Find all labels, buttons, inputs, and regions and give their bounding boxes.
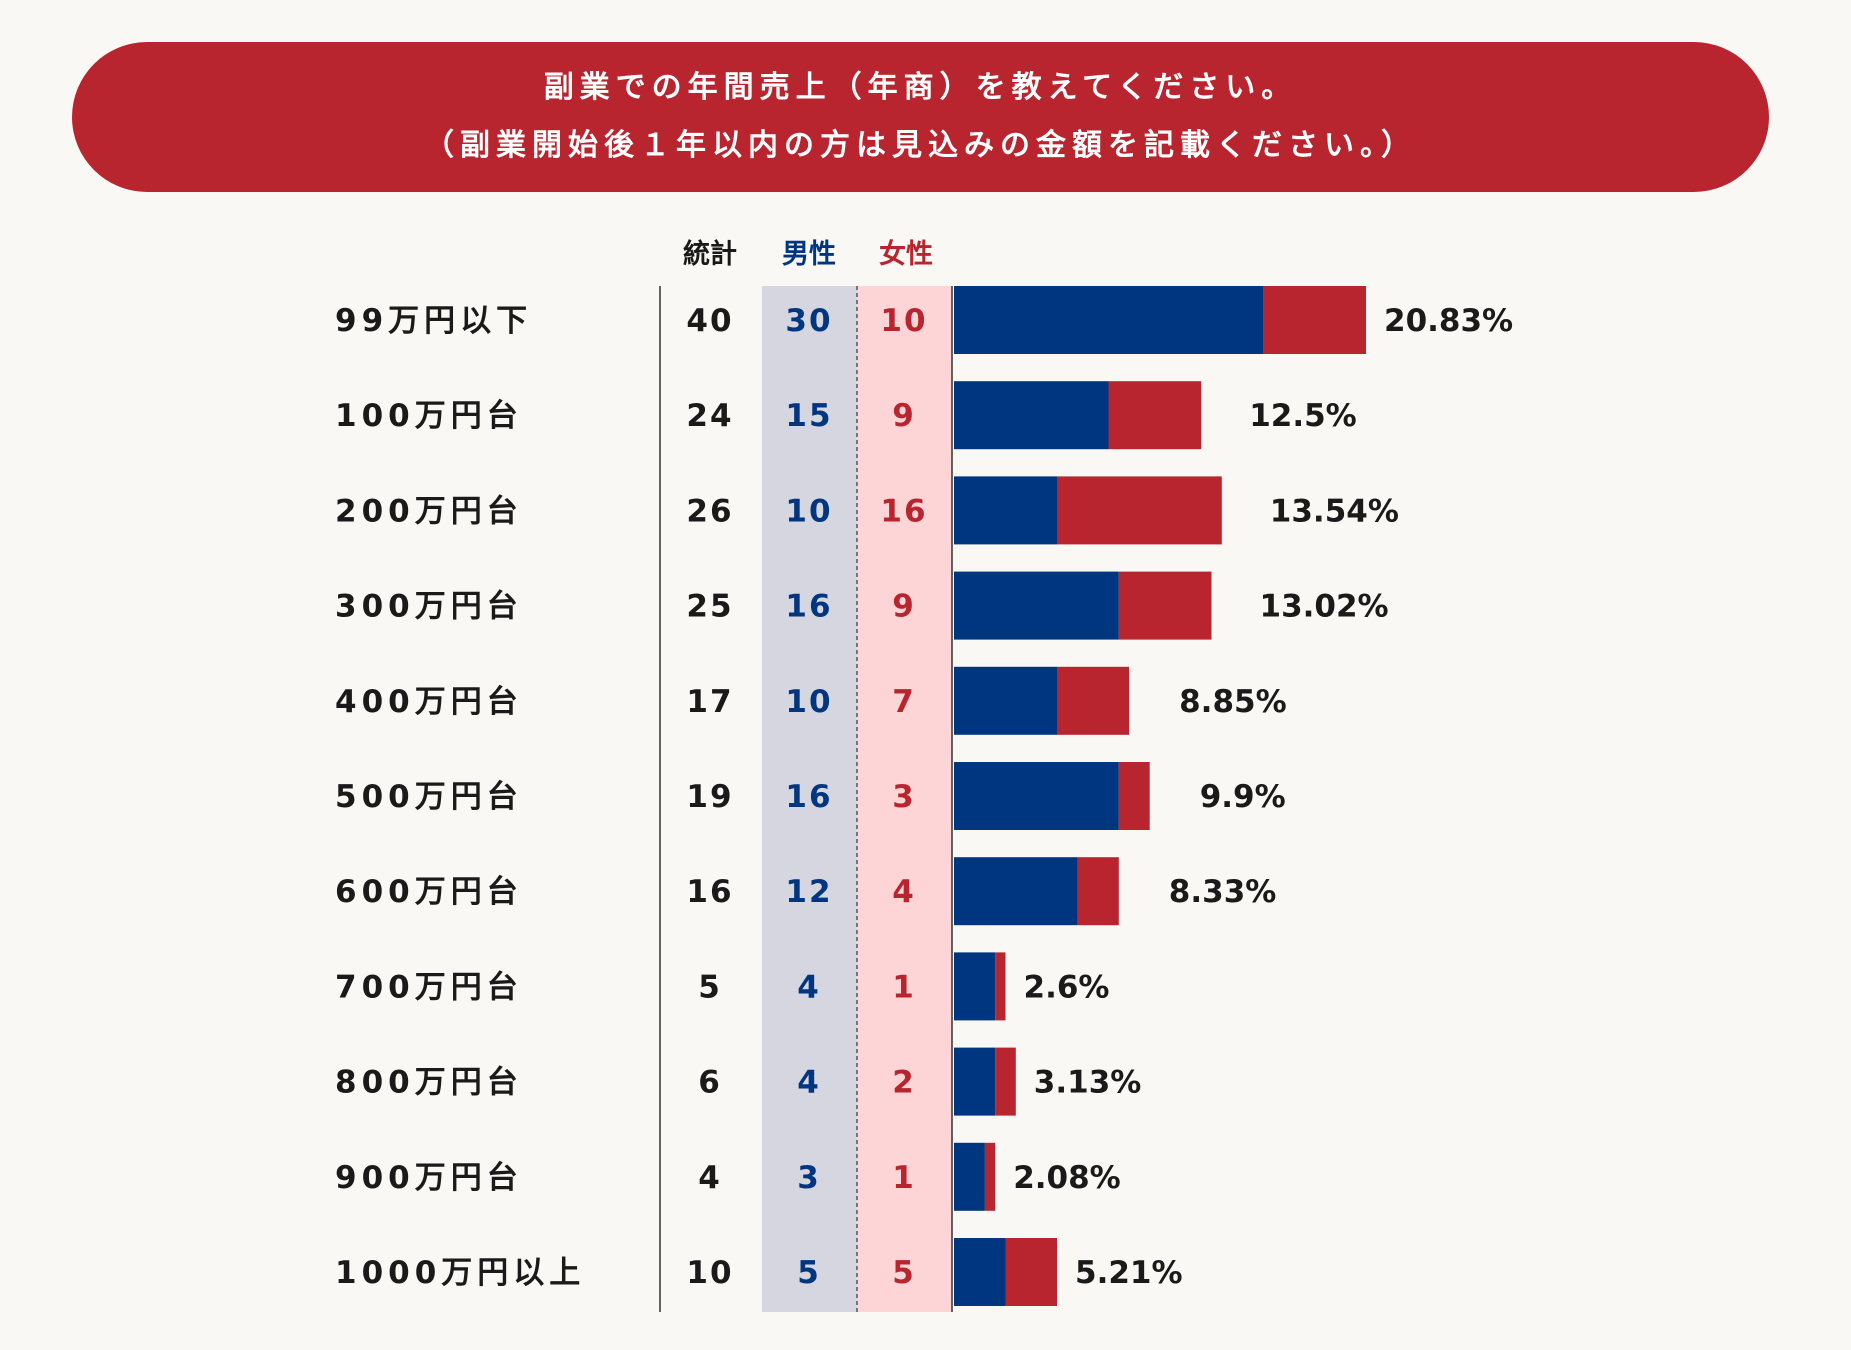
female-value: 3 [892, 779, 916, 815]
total-value: 40 [686, 303, 733, 339]
female-value: 1 [892, 969, 916, 1005]
bar-male [954, 381, 1109, 450]
bar-female [1118, 571, 1212, 640]
category-label: 99万円以下 [335, 303, 532, 339]
female-value: 5 [892, 1255, 916, 1291]
male-value: 16 [785, 779, 832, 815]
percentage-label: 8.85% [1179, 684, 1287, 720]
bar-female [995, 1047, 1016, 1116]
bar-male [954, 952, 996, 1021]
bar-male [954, 666, 1057, 735]
bar-male [954, 1142, 985, 1211]
female-value: 1 [892, 1160, 916, 1196]
category-label: 600万円台 [335, 874, 523, 910]
category-label: 500万円台 [335, 779, 523, 815]
total-value: 4 [698, 1160, 722, 1196]
male-value: 16 [785, 589, 832, 625]
category-label: 200万円台 [335, 493, 523, 529]
percentage-label: 9.9% [1200, 779, 1286, 815]
female-value: 4 [892, 874, 916, 910]
bar-male [954, 1047, 996, 1116]
percentage-label: 5.21% [1075, 1255, 1183, 1291]
percentage-label: 13.02% [1260, 589, 1389, 625]
bar-male [954, 286, 1263, 354]
male-value: 15 [785, 398, 832, 434]
female-value: 9 [892, 589, 916, 625]
question-line-1: 副業での年間売上（年商）を教えてください。 [543, 70, 1298, 105]
male-value: 30 [785, 303, 832, 339]
bar-male [954, 762, 1119, 830]
bar-female [1108, 381, 1202, 450]
percentage-label: 2.6% [1024, 969, 1110, 1005]
percentage-label: 20.83% [1384, 303, 1513, 339]
bar-male [954, 1238, 1006, 1306]
category-label: 300万円台 [335, 589, 523, 625]
percentage-label: 2.08% [1013, 1160, 1121, 1196]
bar-male [954, 857, 1078, 926]
percentage-label: 8.33% [1169, 874, 1277, 910]
question-banner: 副業での年間売上（年商）を教えてください。 （副業開始後１年以内の方は見込みの金… [72, 42, 1769, 192]
percentage-label: 12.5% [1249, 398, 1357, 434]
bar-female [1005, 1238, 1057, 1306]
category-label: 700万円台 [335, 969, 523, 1005]
bar-female [1263, 286, 1366, 354]
female-value: 2 [892, 1065, 916, 1101]
chart-rows: 99万円以下 40 30 10 20.83%100万円台 24 15 9 12.5%200万円台… [335, 286, 1513, 1306]
total-value: 19 [686, 779, 733, 815]
question-line-2: （副業開始後１年以内の方は見込みの金額を記載ください。） [424, 128, 1417, 163]
female-value: 7 [892, 684, 916, 720]
total-value: 24 [686, 398, 733, 434]
bar-male [954, 476, 1057, 545]
male-value: 10 [785, 684, 832, 720]
total-value: 17 [686, 684, 733, 720]
male-value: 5 [797, 1255, 821, 1291]
category-label: 1000万円以上 [335, 1255, 585, 1291]
male-value: 4 [797, 1065, 821, 1101]
category-label: 900万円台 [335, 1160, 523, 1196]
category-label: 100万円台 [335, 398, 523, 434]
female-value: 10 [880, 303, 927, 339]
category-label: 400万円台 [335, 684, 523, 720]
category-label: 800万円台 [335, 1065, 523, 1101]
bar-female [984, 1142, 996, 1211]
total-value: 26 [686, 493, 733, 529]
bar-male [954, 571, 1119, 640]
bar-female [995, 952, 1006, 1021]
bar-female [1057, 666, 1130, 735]
total-value: 16 [686, 874, 733, 910]
female-column-band [857, 286, 952, 1312]
total-value: 25 [686, 589, 733, 625]
total-value: 10 [686, 1255, 733, 1291]
column-header-female: 女性 [879, 238, 933, 270]
column-header-male: 男性 [782, 239, 836, 270]
bar-female [1118, 762, 1150, 830]
male-value: 10 [785, 493, 832, 529]
total-value: 5 [698, 969, 722, 1005]
male-column-band [762, 286, 857, 1312]
female-value: 16 [880, 493, 927, 529]
bar-female [1057, 476, 1222, 545]
percentage-label: 13.54% [1270, 493, 1399, 529]
percentage-label: 3.13% [1034, 1065, 1142, 1101]
bar-female [1077, 857, 1119, 926]
female-value: 9 [892, 398, 916, 434]
male-value: 3 [797, 1160, 821, 1196]
total-value: 6 [698, 1065, 722, 1101]
column-header-total: 統計 [683, 238, 737, 270]
male-value: 4 [797, 969, 821, 1005]
male-value: 12 [785, 874, 832, 910]
